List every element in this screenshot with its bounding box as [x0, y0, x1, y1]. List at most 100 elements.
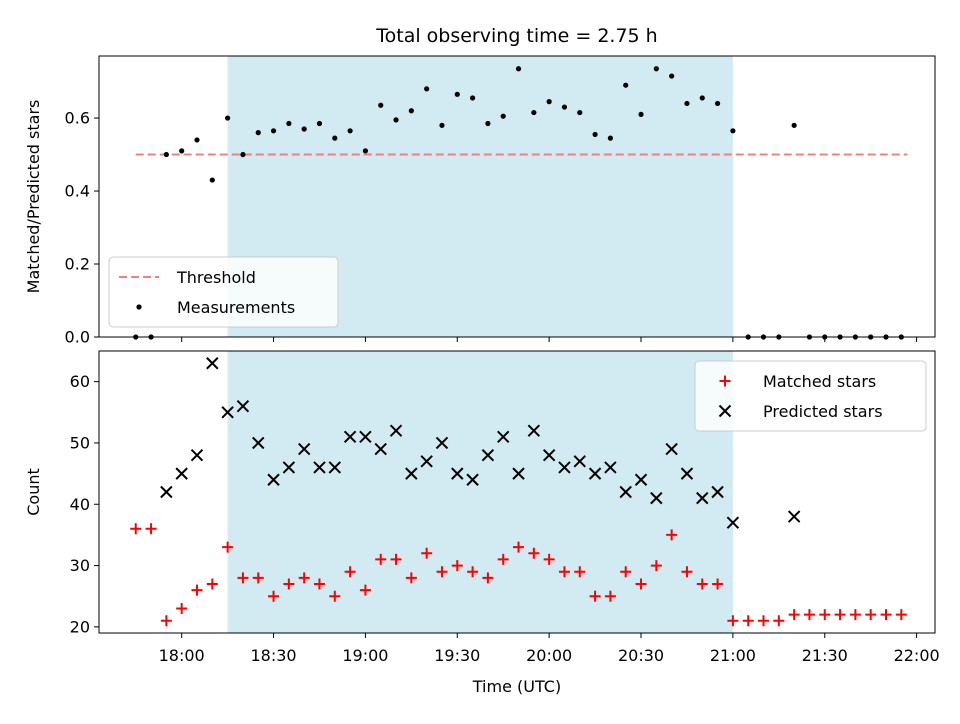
data-point — [359, 430, 372, 444]
data-point — [390, 553, 402, 565]
y-tick-label: 0.6 — [65, 109, 90, 128]
data-point — [268, 590, 280, 602]
data-point — [451, 560, 463, 572]
data-point — [482, 572, 494, 584]
data-point — [145, 523, 157, 535]
legend-entry: Predicted stars — [718, 402, 883, 421]
data-point — [515, 66, 522, 72]
data-point — [206, 357, 219, 370]
data-point — [298, 572, 310, 584]
data-point — [191, 584, 203, 596]
x-tick-label: 18:00 — [159, 646, 205, 665]
data-point — [803, 609, 815, 621]
y-tick-label: 20 — [70, 617, 90, 636]
data-point — [558, 566, 570, 578]
data-point — [343, 430, 357, 444]
legend-entry: Threshold — [119, 268, 256, 287]
y-tick-label: 0.4 — [65, 182, 90, 201]
data-point — [297, 442, 311, 456]
data-point — [359, 584, 371, 596]
data-point — [681, 566, 693, 578]
data-point — [513, 541, 525, 553]
data-point — [329, 590, 341, 602]
data-point — [653, 66, 659, 72]
data-point — [436, 566, 448, 578]
data-point — [469, 95, 476, 101]
legend-entry: Matched stars — [719, 372, 876, 391]
data-point — [730, 128, 736, 134]
data-point — [819, 609, 831, 621]
data-point — [714, 100, 721, 107]
data-point — [179, 148, 185, 154]
data-point — [421, 547, 433, 559]
data-point — [301, 126, 307, 132]
data-point — [466, 473, 479, 486]
data-point — [225, 115, 231, 121]
legend: Matched stars Predicted stars — [694, 360, 927, 432]
y-tick-label: 60 — [70, 372, 90, 391]
data-point — [542, 449, 556, 462]
data-point — [650, 491, 663, 505]
data-point — [865, 609, 877, 621]
data-point — [485, 120, 491, 127]
data-point — [638, 111, 644, 117]
legend-label: Matched stars — [763, 372, 876, 391]
data-point — [512, 467, 525, 480]
data-point — [130, 523, 142, 535]
legend-label: Measurements — [177, 298, 295, 317]
data-point — [666, 529, 678, 541]
data-point — [255, 130, 261, 136]
legend-box — [108, 256, 339, 328]
axes-frame — [98, 55, 936, 338]
data-point — [607, 135, 613, 141]
series-measurements — [133, 66, 904, 340]
data-point — [650, 560, 662, 572]
legend-box — [694, 360, 927, 432]
data-point — [451, 467, 464, 480]
data-point — [726, 516, 740, 529]
data-point — [282, 461, 296, 474]
data-point — [328, 461, 342, 474]
data-point — [206, 578, 218, 590]
data-point — [481, 449, 495, 462]
data-point — [699, 95, 705, 101]
data-point — [252, 436, 265, 450]
data-point — [286, 120, 292, 127]
data-point — [194, 137, 200, 143]
data-point — [163, 151, 169, 158]
data-point — [362, 148, 369, 154]
data-point — [573, 455, 586, 468]
data-point — [313, 461, 326, 474]
y-axis-label: Matched/Predicted stars — [24, 100, 43, 294]
data-point — [160, 615, 172, 627]
data-point — [712, 578, 724, 590]
y-tick-label: 0.0 — [65, 328, 90, 347]
data-point — [209, 177, 215, 183]
x-tick-label: 19:30 — [434, 646, 480, 665]
data-point — [604, 461, 617, 474]
data-point — [267, 473, 280, 486]
chart-title: Total observing time = 2.75 h — [375, 25, 657, 47]
data-point — [589, 590, 601, 602]
data-point — [620, 566, 632, 578]
legend-entry: Measurements — [136, 298, 295, 317]
data-point — [316, 120, 323, 127]
data-point — [497, 430, 510, 444]
data-point — [237, 572, 249, 584]
data-point — [588, 467, 602, 480]
legend: Threshold Measurements — [108, 256, 339, 328]
data-point — [190, 449, 204, 462]
data-point — [791, 122, 797, 128]
data-point — [895, 609, 907, 621]
y-axis-label: Count — [24, 468, 43, 516]
data-point — [347, 128, 353, 134]
x-axis-label: Time (UTC) — [472, 677, 561, 696]
axes-frame — [98, 350, 936, 634]
x-tick-label: 22:00 — [894, 646, 940, 665]
data-point — [435, 436, 449, 450]
data-point — [270, 128, 277, 134]
y-tick-label: 40 — [70, 495, 90, 514]
data-point — [528, 547, 540, 559]
top-panel-ratio: 0.0 0.2 0.4 0.6 Matched/Predicted stars Thres… — [24, 55, 936, 347]
series-predicted-stars — [160, 357, 801, 529]
